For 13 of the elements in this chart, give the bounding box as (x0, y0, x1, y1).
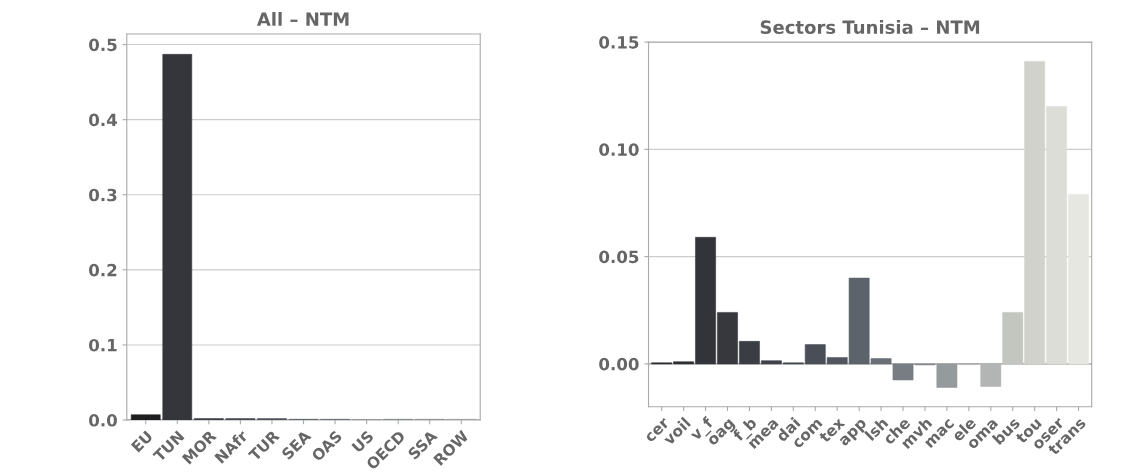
y-tick-label: 0.3 (89, 188, 117, 202)
y-tick-label: 0.2 (89, 263, 117, 277)
chart-title: Sectors Tunisia – NTM (760, 20, 980, 35)
y-tick-label: 0.00 (599, 357, 639, 371)
y-tick-label: 0.4 (89, 113, 117, 127)
y-tick-label: 0.05 (599, 250, 639, 264)
y-tick-label: 0.0 (89, 413, 117, 427)
y-tick-label: 0.1 (89, 338, 117, 352)
chart-title: All – NTM (256, 12, 349, 26)
x-tick-label: EU (130, 430, 154, 453)
y-tick-label: 0.5 (89, 38, 117, 52)
y-tick-label: 0.10 (599, 143, 639, 156)
y-tick-label: 0.15 (599, 36, 639, 49)
